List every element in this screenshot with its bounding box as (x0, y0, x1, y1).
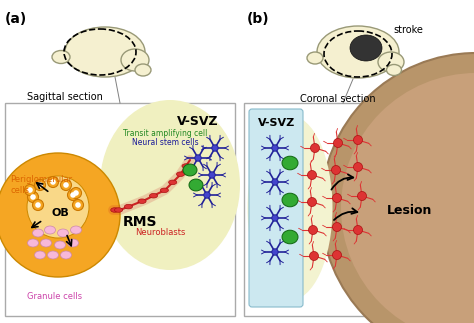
Ellipse shape (160, 188, 168, 193)
Ellipse shape (67, 239, 79, 247)
Circle shape (272, 249, 278, 255)
Ellipse shape (247, 116, 332, 300)
Circle shape (75, 202, 81, 208)
Circle shape (272, 215, 278, 221)
Ellipse shape (33, 229, 44, 237)
Ellipse shape (45, 226, 55, 234)
Ellipse shape (124, 204, 133, 209)
Ellipse shape (350, 35, 382, 61)
Ellipse shape (121, 49, 149, 71)
Circle shape (272, 145, 278, 151)
FancyBboxPatch shape (5, 103, 235, 316)
Circle shape (310, 252, 319, 261)
Circle shape (70, 192, 76, 198)
Text: RMS: RMS (123, 215, 157, 229)
Text: (b): (b) (247, 12, 270, 26)
Text: stroke: stroke (393, 25, 423, 35)
Circle shape (33, 200, 44, 211)
Circle shape (35, 180, 46, 191)
Circle shape (47, 176, 58, 187)
Text: Neural stem cells: Neural stem cells (132, 138, 198, 147)
Circle shape (73, 190, 79, 196)
Ellipse shape (149, 193, 157, 198)
Text: V-SVZ: V-SVZ (258, 118, 295, 128)
Ellipse shape (138, 199, 146, 203)
Circle shape (212, 145, 218, 151)
Circle shape (332, 251, 341, 259)
Text: (a): (a) (5, 12, 27, 26)
Circle shape (309, 225, 318, 234)
Circle shape (354, 162, 363, 172)
Ellipse shape (71, 226, 82, 234)
Circle shape (67, 190, 79, 201)
Text: Granule cells: Granule cells (27, 292, 82, 301)
Circle shape (204, 192, 210, 198)
Circle shape (272, 179, 278, 185)
Ellipse shape (61, 251, 72, 259)
Ellipse shape (189, 179, 203, 191)
Circle shape (332, 193, 341, 203)
Ellipse shape (282, 193, 298, 207)
Ellipse shape (378, 52, 404, 72)
Ellipse shape (169, 180, 177, 184)
Ellipse shape (386, 65, 401, 76)
Circle shape (63, 182, 69, 188)
Ellipse shape (111, 208, 119, 212)
Circle shape (27, 187, 33, 193)
Ellipse shape (65, 27, 145, 77)
Wedge shape (321, 53, 474, 323)
Circle shape (37, 182, 43, 188)
Ellipse shape (40, 239, 52, 247)
Wedge shape (341, 73, 474, 323)
Text: Sagittal section: Sagittal section (27, 92, 103, 102)
Text: OB: OB (51, 208, 69, 218)
Text: Lesion: Lesion (387, 203, 433, 216)
Circle shape (310, 143, 319, 152)
Ellipse shape (55, 241, 65, 249)
Ellipse shape (100, 100, 240, 270)
Circle shape (30, 194, 36, 200)
Ellipse shape (52, 50, 70, 64)
Circle shape (50, 179, 56, 185)
Circle shape (25, 184, 36, 195)
Text: Periglomerular
cells: Periglomerular cells (10, 175, 72, 195)
Circle shape (209, 172, 215, 178)
Ellipse shape (135, 64, 151, 76)
Circle shape (71, 187, 82, 199)
Circle shape (354, 136, 363, 144)
Circle shape (332, 223, 341, 232)
Text: Neuroblasts: Neuroblasts (135, 228, 185, 237)
Circle shape (61, 180, 72, 191)
Text: Coronal section: Coronal section (300, 94, 376, 104)
Ellipse shape (35, 251, 46, 259)
Ellipse shape (307, 52, 323, 64)
Circle shape (354, 225, 363, 234)
Circle shape (308, 171, 317, 180)
Ellipse shape (176, 172, 184, 176)
Ellipse shape (47, 251, 58, 259)
Ellipse shape (282, 156, 298, 170)
Ellipse shape (182, 164, 190, 168)
FancyBboxPatch shape (244, 103, 470, 316)
Ellipse shape (317, 26, 399, 78)
Text: Transit amplifying cell: Transit amplifying cell (123, 129, 207, 138)
Circle shape (331, 165, 340, 174)
FancyBboxPatch shape (249, 109, 303, 307)
Ellipse shape (115, 208, 123, 212)
Circle shape (27, 176, 89, 238)
Ellipse shape (183, 164, 197, 176)
Circle shape (308, 197, 317, 206)
Text: V-SVZ: V-SVZ (177, 115, 219, 128)
Ellipse shape (27, 239, 38, 247)
Circle shape (334, 139, 343, 148)
Circle shape (357, 192, 366, 201)
Circle shape (195, 155, 201, 161)
Circle shape (27, 192, 38, 203)
Ellipse shape (57, 229, 69, 237)
Circle shape (35, 202, 41, 208)
Ellipse shape (282, 230, 298, 244)
Circle shape (73, 200, 83, 211)
Circle shape (0, 153, 120, 277)
